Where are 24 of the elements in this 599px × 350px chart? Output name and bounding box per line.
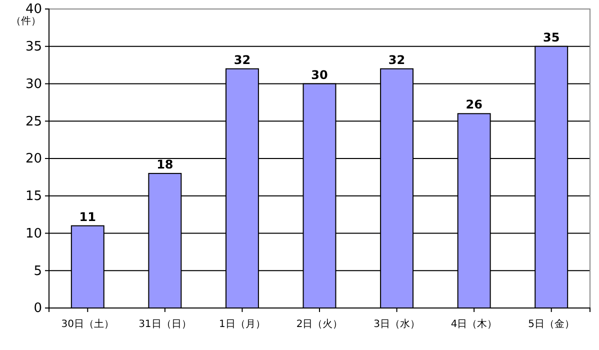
x-tick-label: 2日（火）	[296, 318, 343, 330]
y-tick-label: 15	[25, 189, 42, 204]
y-tick-label: 20	[25, 152, 42, 167]
x-tick-label: 3日（水）	[374, 318, 420, 330]
x-tick-label: 1日（月）	[219, 319, 266, 330]
data-label: 18	[156, 157, 174, 172]
y-tick-label: 10	[25, 226, 42, 242]
x-tick-label: 5日（金）	[528, 318, 575, 330]
y-tick-label: 5	[34, 264, 42, 279]
x-tick-label: 30日（土）	[61, 318, 114, 330]
data-label: 11	[79, 210, 96, 224]
data-label: 30	[311, 68, 328, 82]
y-tick-label: 25	[25, 114, 42, 130]
y-tick-label: 30	[25, 76, 42, 92]
y-tick-label: 0	[34, 301, 42, 316]
x-tick-label: 31日（日）	[138, 319, 192, 330]
data-label: 32	[234, 52, 251, 67]
x-tick-label: 4日（木）	[450, 318, 498, 330]
y-tick-label: 40	[25, 2, 42, 18]
data-label: 35	[543, 30, 560, 44]
data-label: 32	[388, 52, 406, 67]
y-tick-label: 35	[25, 40, 42, 55]
y-axis-title: （件）	[11, 16, 41, 27]
data-label: 26	[466, 98, 482, 112]
